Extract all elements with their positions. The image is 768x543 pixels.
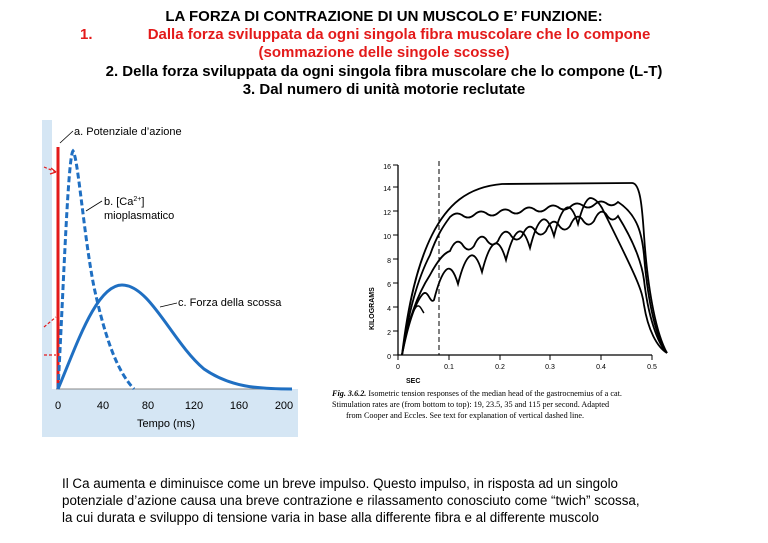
y-tick-14: 14 [383, 186, 391, 193]
right-figure: 0 2 4 6 8 10 12 14 16 0 0.1 0.2 0.3 0.4 … [331, 161, 668, 420]
item-1-number: 1. [80, 26, 93, 43]
item-1-text: Dalla forza sviluppata da ogni singola f… [147, 26, 651, 43]
paragraph-line-1: Il Ca aumenta e diminuisce come un breve… [62, 476, 618, 491]
y-tick-8: 8 [387, 258, 391, 265]
y-tick-0: 0 [387, 354, 391, 361]
item-2-text: 2. Della forza sviluppata da ogni singol… [105, 63, 663, 80]
y-axis-label: KILOGRAMS [369, 287, 376, 330]
x-tick-40: 40 [97, 400, 109, 412]
slide-title: LA FORZA DI CONTRAZIONE DI UN MUSCOLO E’… [165, 8, 603, 25]
x-tick-160: 160 [230, 400, 248, 412]
tension-curve-35hz [401, 200, 668, 356]
x-tick-0.4: 0.4 [596, 364, 606, 371]
caption-line-2: Stimulation rates are (from bottom to to… [332, 400, 609, 409]
x-axis-label: SEC [406, 378, 420, 385]
tension-curve-19hz [401, 197, 668, 356]
paragraph-line-3: la cui durata e sviluppo di tensione var… [62, 510, 599, 525]
x-axis-label: Tempo (ms) [137, 418, 195, 430]
description-paragraph: Il Ca aumenta e diminuisce come un breve… [62, 475, 762, 526]
y-tick-10: 10 [383, 234, 391, 241]
label-action-potential: a. Potenziale d’azione [74, 126, 182, 138]
plot-background [42, 117, 52, 389]
x-tick-80: 80 [142, 400, 154, 412]
y-tick-6: 6 [387, 282, 391, 289]
x-tick-0.2: 0.2 [495, 364, 505, 371]
y-tick-4: 4 [387, 306, 391, 313]
x-tick-0: 0 [396, 364, 400, 371]
x-tick-200: 200 [275, 400, 293, 412]
caption-line-3: from Cooper and Eccles. See text for exp… [346, 411, 584, 420]
x-tick-0.5: 0.5 [647, 364, 657, 371]
label-twitch-force: c. Forza della scossa [178, 297, 282, 309]
y-tick-2: 2 [387, 330, 391, 337]
y-tick-12: 12 [383, 210, 391, 217]
left-figure: a. Potenziale d’azione b. [Ca2+] mioplas… [42, 117, 298, 437]
label-calcium-line2: mioplasmatico [104, 210, 174, 222]
x-tick-0.1: 0.1 [444, 364, 454, 371]
twitch-force-curve [56, 283, 293, 391]
label-calcium: b. [Ca2+] [104, 196, 144, 208]
tension-curve-23.5hz [401, 210, 668, 356]
calcium-curve [56, 148, 136, 391]
paragraph-line-2: potenziale d’azione causa una breve cont… [62, 493, 640, 508]
y-tick-16: 16 [383, 164, 391, 171]
item-1-subtext: (sommazione delle singole scosse) [258, 44, 510, 61]
x-tick-120: 120 [185, 400, 203, 412]
item-3-text: 3. Dal numero di unità motorie reclutate [242, 81, 526, 98]
tension-curve-115hz [401, 182, 668, 356]
x-tick-0: 0 [55, 400, 61, 412]
caption-line-1: Fig. 3.6.2. Isometric tension responses … [331, 389, 622, 398]
x-tick-0.3: 0.3 [545, 364, 555, 371]
